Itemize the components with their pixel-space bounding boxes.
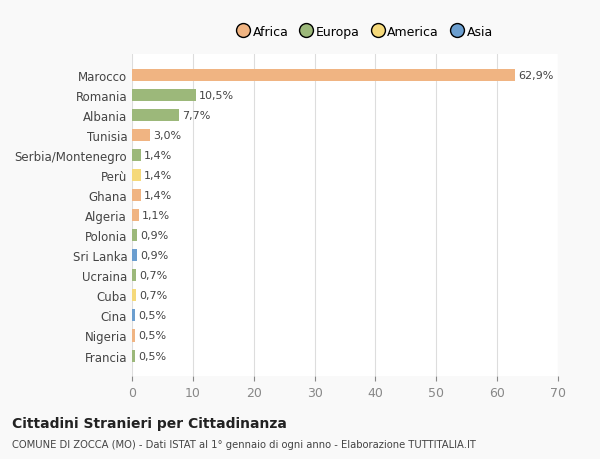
Text: 0,7%: 0,7%	[139, 271, 167, 281]
Bar	[132, 130, 150, 142]
Text: 1,4%: 1,4%	[143, 171, 172, 181]
Bar	[132, 330, 135, 342]
Text: COMUNE DI ZOCCA (MO) - Dati ISTAT al 1° gennaio di ogni anno - Elaborazione TUTT: COMUNE DI ZOCCA (MO) - Dati ISTAT al 1° …	[12, 440, 476, 449]
Bar	[132, 150, 140, 162]
Bar	[132, 210, 139, 222]
Bar	[132, 90, 196, 102]
Text: 0,7%: 0,7%	[139, 291, 167, 301]
Text: 1,1%: 1,1%	[142, 211, 170, 221]
Text: 7,7%: 7,7%	[182, 111, 210, 121]
Bar	[132, 310, 135, 322]
Bar	[132, 70, 515, 82]
Text: 10,5%: 10,5%	[199, 91, 234, 101]
Bar	[132, 110, 179, 122]
Bar	[132, 230, 137, 242]
Bar	[132, 270, 136, 282]
Text: 1,4%: 1,4%	[143, 191, 172, 201]
Legend: Africa, Europa, America, Asia: Africa, Europa, America, Asia	[233, 20, 499, 45]
Text: 0,9%: 0,9%	[140, 251, 169, 261]
Bar	[132, 170, 140, 182]
Text: 0,5%: 0,5%	[138, 351, 166, 361]
Text: 3,0%: 3,0%	[154, 131, 181, 141]
Bar	[132, 290, 136, 302]
Text: 62,9%: 62,9%	[518, 71, 553, 81]
Bar	[132, 250, 137, 262]
Bar	[132, 190, 140, 202]
Text: Cittadini Stranieri per Cittadinanza: Cittadini Stranieri per Cittadinanza	[12, 416, 287, 430]
Text: 0,9%: 0,9%	[140, 231, 169, 241]
Bar	[132, 350, 135, 362]
Text: 1,4%: 1,4%	[143, 151, 172, 161]
Text: 0,5%: 0,5%	[138, 311, 166, 321]
Text: 0,5%: 0,5%	[138, 331, 166, 341]
